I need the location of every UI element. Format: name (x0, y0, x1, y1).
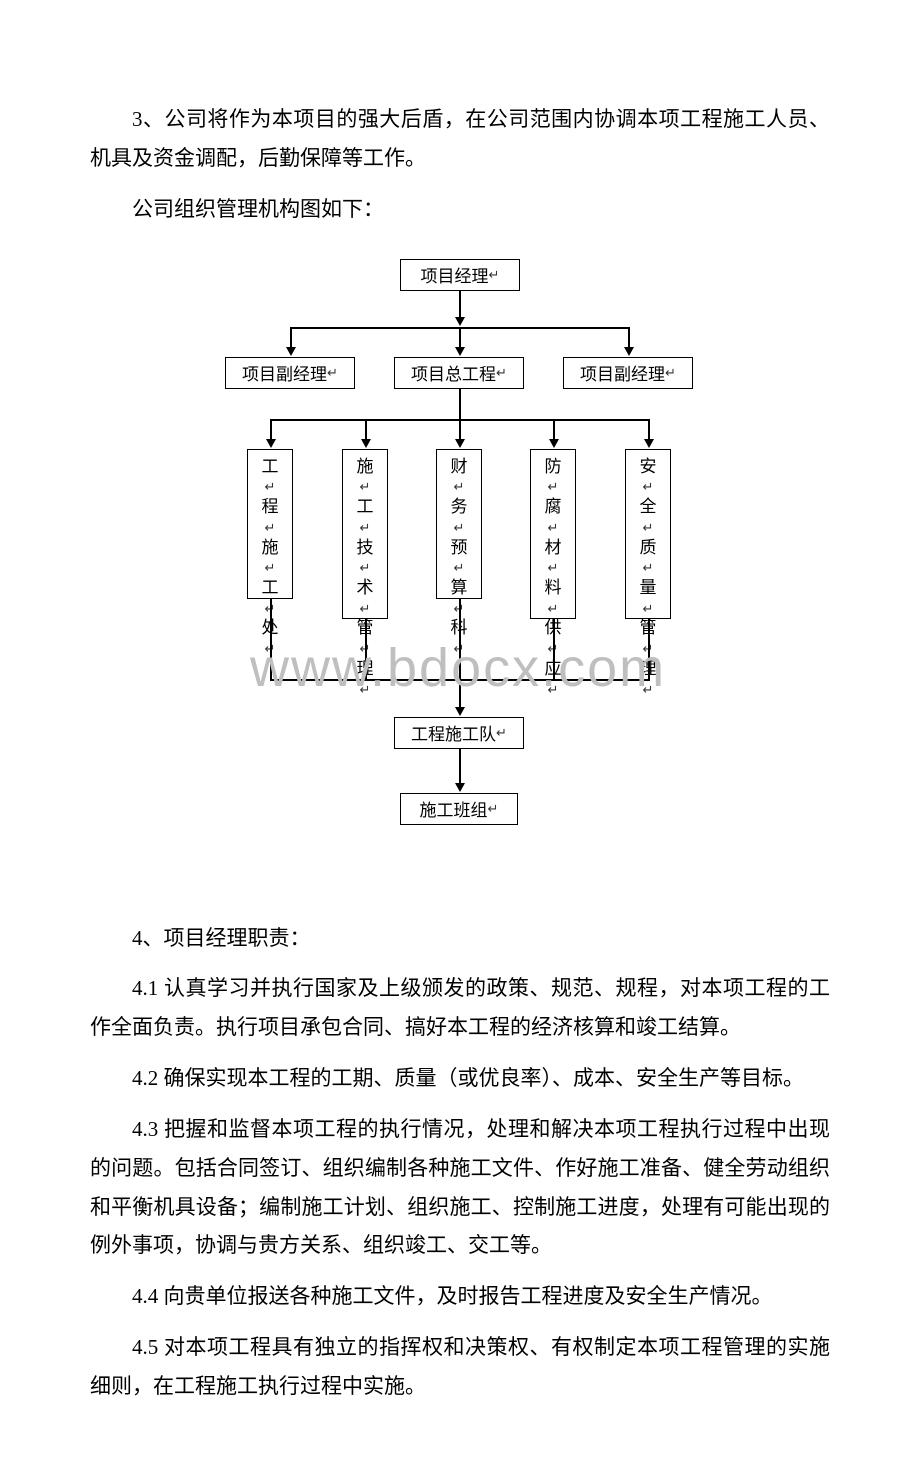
node-deputy-left: 项目副经理↵ (225, 357, 355, 389)
org-chart-container: 项目经理↵ 项目副经理↵ 项目总工程↵ 项目副经理↵ (90, 259, 830, 879)
node-chief-engineer: 项目总工程↵ (394, 357, 524, 389)
label: 项目经理 (421, 262, 489, 287)
label: 项目副经理 (242, 360, 327, 385)
return-icon: ↵ (488, 801, 499, 817)
para-4: 4、项目经理职责： (90, 919, 830, 958)
para-4-4: 4.4 向贵单位报送各种施工文件，及时报告工程进度及安全生产情况。 (90, 1277, 830, 1316)
label: 工程施工队 (411, 720, 496, 745)
para-org-intro: 公司组织管理机构图如下： (90, 190, 830, 229)
node-dept-material: 防↵腐↵材↵料↵供↵应↵ (530, 449, 576, 619)
node-dept-construction: 工↵程↵施↵工↵处↵ (247, 449, 293, 599)
para-3: 3、公司将作为本项目的强大后盾，在公司范围内协调本项工程施工人员、机具及资金调配… (90, 100, 830, 178)
org-chart: 项目经理↵ 项目副经理↵ 项目总工程↵ 项目副经理↵ (200, 259, 720, 879)
node-construction-team: 工程施工队↵ (394, 717, 524, 749)
label: 施工班组 (420, 796, 488, 821)
node-deputy-right: 项目副经理↵ (563, 357, 693, 389)
return-icon: ↵ (496, 365, 507, 381)
para-4-2: 4.2 确保实现本工程的工期、质量（或优良率）、成本、安全生产等目标。 (90, 1059, 830, 1098)
para-4-5: 4.5 对本项工程具有独立的指挥权和决策权、有权制定本项工程管理的实施细则，在工… (90, 1328, 830, 1406)
return-icon: ↵ (489, 267, 500, 283)
node-dept-safety: 安↵全↵质↵量↵管↵理↵ (625, 449, 671, 619)
node-construction-group: 施工班组↵ (400, 793, 518, 825)
return-icon: ↵ (327, 365, 338, 381)
return-icon: ↵ (496, 725, 507, 741)
node-dept-finance: 财↵务↵预↵算↵科↵ (436, 449, 482, 599)
return-icon: ↵ (665, 365, 676, 381)
label: 项目副经理 (580, 360, 665, 385)
para-4-3: 4.3 把握和监督本项工程的执行情况，处理和解决本项工程执行过程中出现的问题。包… (90, 1110, 830, 1265)
node-project-manager: 项目经理↵ (400, 259, 520, 291)
label: 项目总工程 (411, 360, 496, 385)
node-dept-tech: 施↵工↵技↵术↵管↵理↵ (342, 449, 388, 619)
para-4-1: 4.1 认真学习并执行国家及上级颁发的政策、规范、规程，对本项工程的工作全面负责… (90, 969, 830, 1047)
